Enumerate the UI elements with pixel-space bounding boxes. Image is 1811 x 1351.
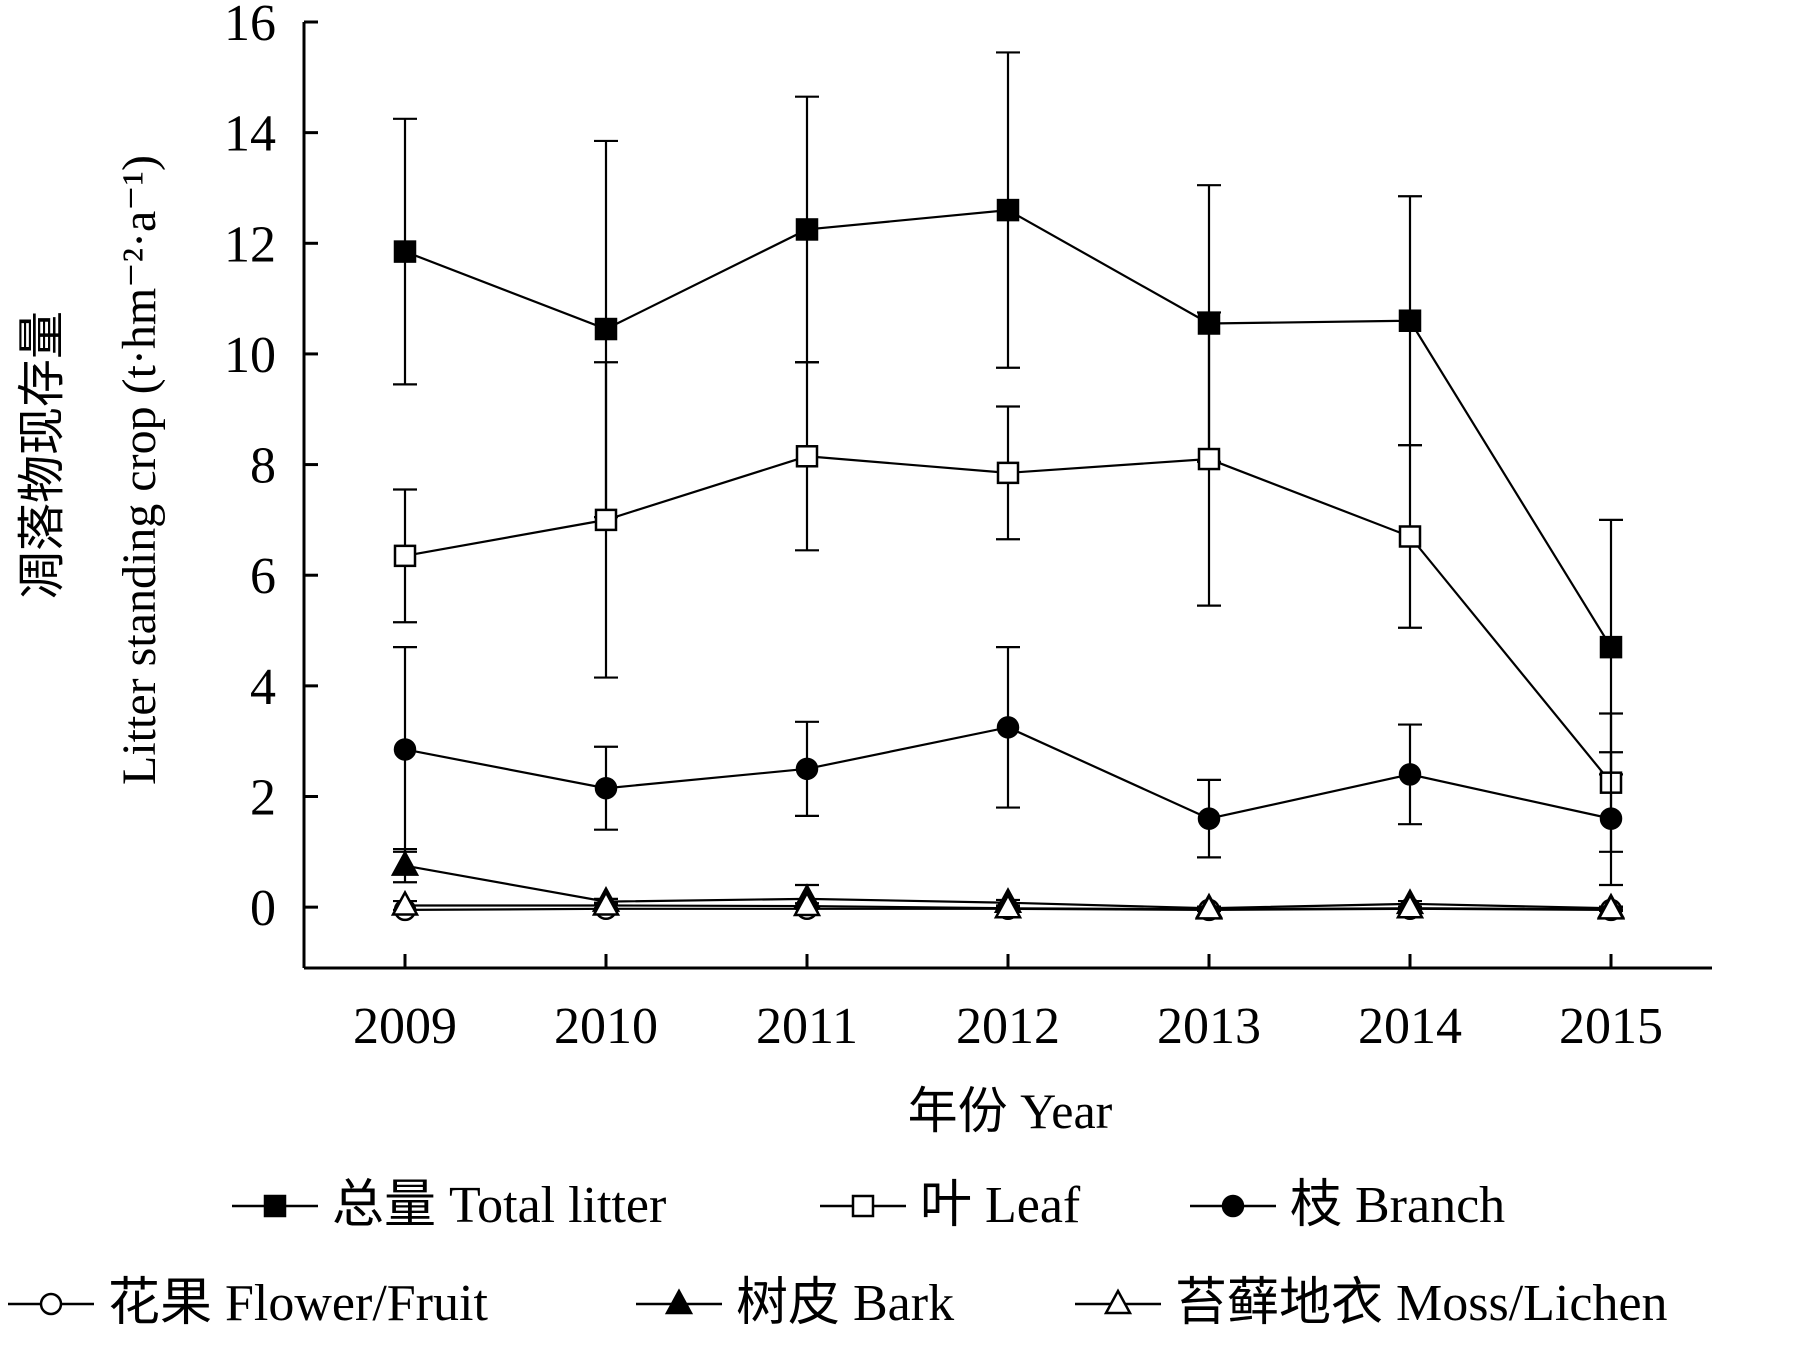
- data-point: [795, 218, 819, 241]
- data-point: [594, 776, 618, 800]
- data-point: [996, 198, 1020, 222]
- legend-label: 花果 Flower/Fruit: [108, 1275, 488, 1332]
- series-1: [393, 311, 1623, 853]
- legend-item: 总量 Total litter: [232, 1177, 666, 1234]
- legend-label: 叶 Leaf: [920, 1177, 1081, 1234]
- data-point: [393, 240, 417, 263]
- legend-label: 苔藓地衣 Moss/Lichen: [1175, 1275, 1668, 1332]
- y-axis-label-cn: 凋落物现存量: [16, 311, 69, 599]
- y-tick-label: 0: [250, 880, 276, 937]
- legend-label: 枝 Branch: [1290, 1177, 1505, 1234]
- legend-item: 叶 Leaf: [820, 1177, 1081, 1234]
- data-point: [393, 544, 417, 568]
- data-point: [1395, 892, 1425, 919]
- data-point: [1194, 893, 1224, 920]
- data-point: [390, 889, 420, 916]
- legend-item: 花果 Flower/Fruit: [8, 1275, 488, 1332]
- data-point: [792, 890, 822, 917]
- x-tick-label: 2014: [1358, 998, 1462, 1055]
- axis-ticks: 0 2 4 6 8 10 12 14 16 2009 2010 2011 2012 2013 2014 201…: [224, 0, 1663, 1055]
- y-tick-label: 12: [224, 216, 276, 273]
- data-point: [1197, 807, 1221, 830]
- data-point: [594, 508, 618, 532]
- legend-marker: [851, 1194, 875, 1218]
- x-tick-label: 2010: [554, 998, 658, 1055]
- x-tick-label: 2012: [956, 998, 1060, 1055]
- legend-item: 树皮 Bark: [636, 1275, 954, 1332]
- y-tick-label: 6: [250, 548, 276, 605]
- data-point: [1398, 309, 1422, 332]
- data-point: [795, 445, 819, 468]
- data-point: [393, 738, 417, 761]
- y-tick-label: 4: [250, 659, 276, 716]
- legend-item: 枝 Branch: [1190, 1177, 1505, 1234]
- data-point: [993, 892, 1023, 919]
- legend-item: 苔藓地衣 Moss/Lichen: [1075, 1275, 1668, 1332]
- legend-label: 总量 Total litter: [332, 1177, 666, 1234]
- data-point: [1197, 447, 1221, 471]
- x-axis-label: 年份 Year: [908, 1083, 1113, 1139]
- data-point: [594, 317, 618, 341]
- chart-legend: 总量 Total litter 叶 Leaf 枝 Branch 花果 Flower/F…: [8, 1177, 1668, 1332]
- legend-marker: [263, 1194, 287, 1218]
- data-point: [1398, 525, 1422, 548]
- legend-marker: [664, 1288, 694, 1315]
- data-point: [795, 757, 819, 781]
- data-point: [390, 850, 420, 876]
- series-5: [390, 889, 1626, 920]
- data-point: [1596, 893, 1626, 920]
- y-tick-label: 2: [250, 770, 276, 827]
- data-point: [591, 889, 621, 916]
- x-tick-label: 2015: [1559, 998, 1663, 1055]
- y-tick-label: 14: [224, 106, 276, 163]
- x-tick-label: 2009: [353, 998, 457, 1055]
- data-point: [996, 716, 1020, 739]
- y-tick-label: 10: [224, 327, 276, 384]
- x-tick-label: 2011: [756, 998, 858, 1055]
- data-point: [1599, 635, 1623, 659]
- y-tick-label: 8: [250, 438, 276, 495]
- legend-label: 树皮 Bark: [736, 1275, 954, 1332]
- legend-marker: [39, 1292, 63, 1316]
- data-point: [996, 461, 1020, 485]
- chart-series: [390, 51, 1626, 922]
- y-tick-label: 16: [224, 0, 276, 52]
- legend-marker: [1221, 1194, 1245, 1218]
- data-point: [1599, 807, 1623, 830]
- data-point: [1398, 763, 1422, 786]
- y-axis-label-en: Litter standing crop (t·hm⁻²·a⁻¹): [113, 155, 166, 785]
- x-tick-label: 2013: [1157, 998, 1261, 1055]
- series-2: [393, 646, 1623, 887]
- legend-marker: [1103, 1288, 1133, 1315]
